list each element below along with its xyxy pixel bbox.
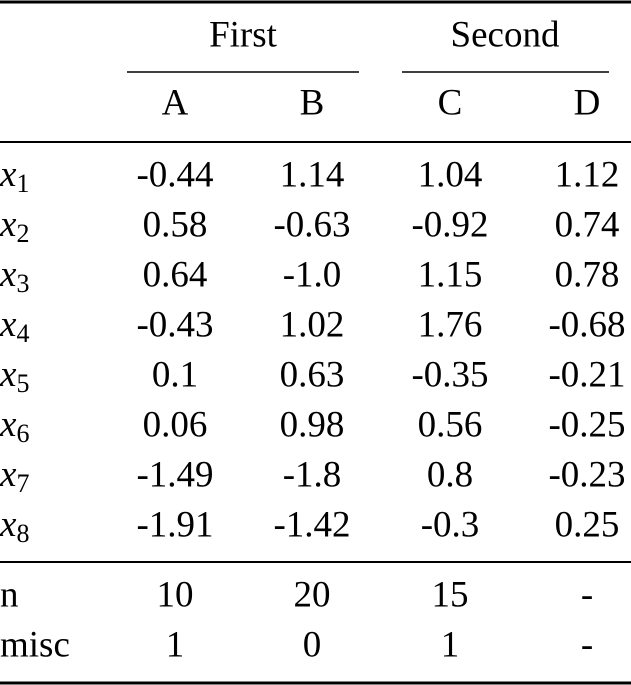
row-label: x8 [0, 504, 29, 547]
row-index: 4 [16, 319, 29, 348]
row-label: misc [0, 624, 70, 665]
cell: 0.06 [143, 404, 208, 445]
row-index: 5 [16, 369, 29, 398]
cell: 0.64 [143, 254, 208, 295]
row-index: 6 [16, 419, 29, 448]
cell: -1.8 [283, 454, 342, 495]
group-header: First [209, 14, 278, 55]
cell: 0.56 [418, 404, 483, 445]
cell: 1.04 [418, 154, 483, 195]
cell: 0.78 [555, 254, 620, 295]
cell: 0 [303, 624, 322, 665]
row-label: x1 [0, 154, 29, 197]
cell: 0.74 [555, 204, 620, 245]
cell: -0.35 [411, 354, 488, 395]
cell: -0.43 [136, 304, 213, 345]
row-label: x7 [0, 454, 29, 497]
cell: 1.15 [418, 254, 483, 295]
row-symbol: x [0, 354, 17, 395]
row-symbol: x [0, 204, 17, 245]
cell: 1.76 [418, 304, 483, 345]
row-label: x4 [0, 304, 29, 347]
cell: 1 [166, 624, 185, 665]
row-label: x5 [0, 354, 29, 397]
row-index: 3 [16, 269, 29, 298]
row-symbol: x [0, 504, 17, 545]
cell: 10 [157, 574, 194, 615]
row-index: 8 [16, 519, 29, 548]
row-label: x3 [0, 254, 29, 297]
cell: 0.25 [555, 504, 620, 545]
cell: 15 [432, 574, 469, 615]
row-symbol: x [0, 154, 17, 195]
cell: - [581, 624, 593, 665]
cell: 20 [294, 574, 331, 615]
cell: -0.3 [421, 504, 480, 545]
cell: 1 [441, 624, 460, 665]
row-index: 1 [16, 169, 29, 198]
cell: 1.12 [555, 154, 620, 195]
row-label: x6 [0, 404, 29, 447]
cell: -1.42 [273, 504, 350, 545]
cell: -0.44 [136, 154, 213, 195]
column-header: D [574, 82, 601, 123]
cell: 0.63 [280, 354, 345, 395]
cell: - [581, 574, 593, 615]
column-header: C [438, 82, 463, 123]
row-label: n [0, 574, 19, 615]
cell: 0.98 [280, 404, 345, 445]
cell: 0.1 [152, 354, 198, 395]
row-label: x2 [0, 204, 29, 247]
row-symbol: x [0, 404, 17, 445]
cell: -0.63 [273, 204, 350, 245]
row-symbol: x [0, 454, 17, 495]
column-header: B [300, 82, 325, 123]
column-header: A [162, 82, 189, 123]
cell: -0.23 [548, 454, 625, 495]
row-symbol: x [0, 304, 17, 345]
cell: -0.25 [548, 404, 625, 445]
cell: 1.14 [280, 154, 345, 195]
cell: -0.21 [548, 354, 625, 395]
cell: -0.92 [411, 204, 488, 245]
row-index: 2 [16, 219, 29, 248]
row-symbol: x [0, 254, 17, 295]
cell: -0.68 [548, 304, 625, 345]
cell: -1.0 [283, 254, 342, 295]
cell: -1.49 [136, 454, 213, 495]
cell: 0.8 [427, 454, 473, 495]
cell: 1.02 [280, 304, 345, 345]
group-header: Second [451, 14, 560, 55]
cell: -1.91 [136, 504, 213, 545]
cell: 0.58 [143, 204, 208, 245]
row-index: 7 [16, 469, 29, 498]
